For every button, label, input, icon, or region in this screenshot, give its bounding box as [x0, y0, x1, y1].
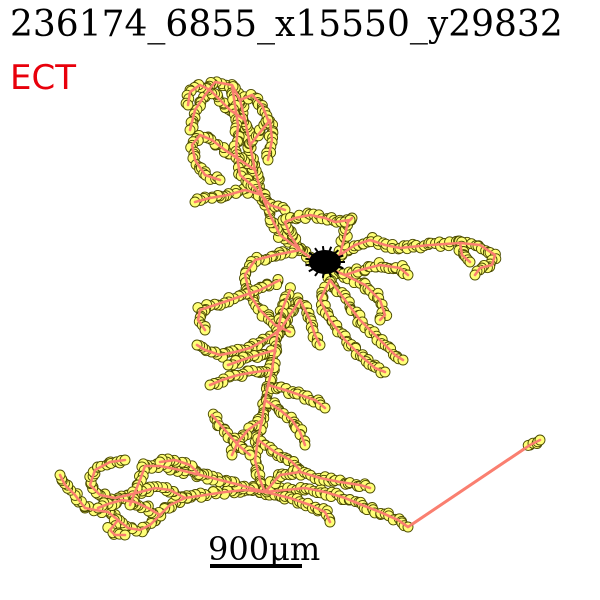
branch-line-overlay: [128, 464, 147, 507]
branch-line-overlay: [210, 413, 252, 457]
soma-ray: [305, 257, 326, 263]
branch-line-overlay: [263, 398, 307, 447]
soma-ray: [321, 261, 326, 279]
branch-line-overlay: [186, 83, 247, 122]
branch-line-overlay: [243, 248, 302, 334]
cell-type-label: ECT: [10, 58, 76, 98]
branch-line-overlay: [195, 298, 302, 357]
branch-line-overlay: [256, 438, 302, 472]
branch-line-overlay: [96, 498, 162, 517]
branch-line-overlay: [188, 80, 322, 267]
scale-bar: [210, 564, 302, 568]
branch-line-overlay: [190, 133, 257, 182]
soma: [305, 245, 345, 279]
branch-line-overlay: [108, 518, 127, 537]
soma-ray: [308, 261, 326, 273]
soma-ray: [314, 247, 326, 263]
branch-line-overlay: [230, 83, 287, 212]
soma-ray: [321, 245, 326, 263]
soma-ray: [324, 261, 340, 275]
branch-line-overlay: [208, 368, 274, 387]
cell-id-title: 236174_6855_x15550_y29832: [10, 4, 563, 45]
branch-line-overlay: [158, 458, 202, 477]
soma-ray: [324, 254, 344, 263]
branch-line-overlay: [283, 213, 352, 252]
branch-line-overlay: [88, 458, 187, 500]
soma-ray: [308, 251, 326, 263]
branch-line-overlay: [318, 238, 497, 277]
soma-ray: [324, 249, 340, 263]
branch-line-overlay: [318, 263, 387, 322]
soma-ray: [324, 261, 333, 278]
branch-line-overlay: [226, 348, 277, 367]
branch-line-overlay: [248, 118, 274, 162]
soma-ray: [305, 261, 326, 267]
branch-line-overlay: [193, 188, 264, 204]
soma-ray: [314, 261, 326, 277]
branch-line-overlay: [263, 470, 372, 494]
branch-line-overlay: [253, 288, 292, 494]
branch-line-overlay: [266, 383, 327, 410]
branch-line-overlay: [328, 278, 405, 362]
branch-line-overlay: [343, 263, 410, 277]
branch-line-overlay: [263, 490, 332, 524]
soma-ray: [324, 261, 344, 270]
branch-line-overlay: [230, 418, 264, 457]
branch-line-overlay: [83, 488, 267, 532]
branch-line-overlay: [318, 278, 387, 374]
branch-line-overlay: [58, 473, 87, 510]
branch-line-overlay: [298, 298, 322, 347]
scale-bar-label: 900μm: [208, 530, 321, 568]
branch-line-overlay: [263, 438, 542, 529]
soma-ray: [324, 246, 333, 263]
branch-line-overlay: [238, 93, 270, 122]
branch-lines-overlay: [58, 80, 542, 537]
branch-line-overlay: [458, 241, 472, 264]
branch-line-overlay: [196, 278, 282, 332]
